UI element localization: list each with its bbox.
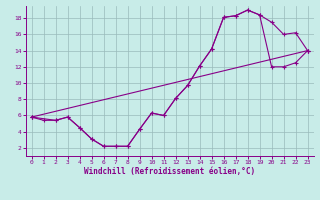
X-axis label: Windchill (Refroidissement éolien,°C): Windchill (Refroidissement éolien,°C): [84, 167, 255, 176]
